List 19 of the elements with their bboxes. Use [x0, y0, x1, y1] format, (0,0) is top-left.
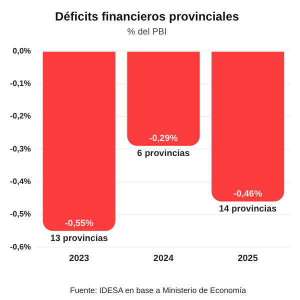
source-note: Fuente: IDESA en base a Ministerio de Economía: [70, 286, 247, 295]
chart-title: Déficits financieros provinciales: [54, 10, 240, 24]
annotation: 6 provincias: [137, 148, 190, 158]
x-tick-label: 2024: [153, 253, 174, 264]
y-tick-label: -0,1%: [10, 79, 31, 88]
chart-subtitle: % del PBI: [127, 26, 167, 36]
data-label: -0,55%: [64, 218, 94, 228]
annotation: 13 provincias: [50, 232, 108, 243]
data-label: -0,46%: [234, 188, 262, 198]
x-tick-label: 2025: [238, 253, 258, 264]
y-tick-label: -0,3%: [10, 144, 31, 154]
data-label: -0,29%: [149, 132, 178, 143]
annotation: 14 provincias: [219, 203, 277, 214]
x-tick-label: 2023: [69, 253, 90, 264]
y-tick-label: -0,4%: [10, 177, 31, 186]
y-tick-label: -0,2%: [10, 112, 31, 121]
y-tick-label: -0,5%: [10, 210, 31, 219]
y-tick-label: 0,0%: [12, 46, 31, 56]
y-tick-label: -0,6%: [10, 242, 31, 252]
